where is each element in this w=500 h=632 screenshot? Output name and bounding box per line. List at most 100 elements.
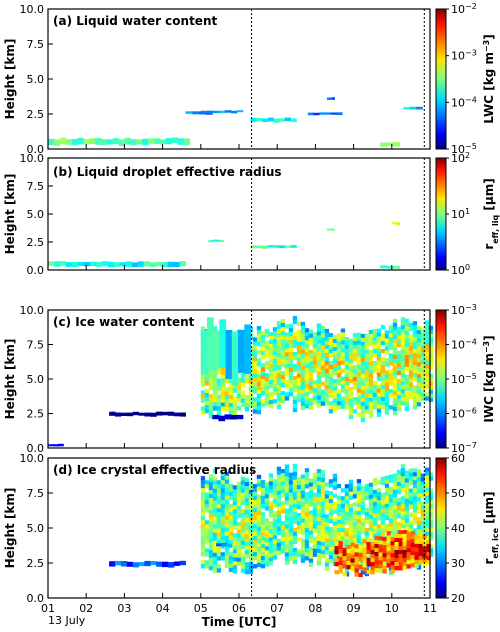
panel-c-cell [404,406,410,411]
panel-c-cell [200,374,206,379]
panel-d-cell [424,507,430,512]
panel-c-cell [276,389,282,394]
panel-c-cell [400,321,406,326]
panel-c-cell [316,371,322,376]
panel-d-cell [276,518,282,523]
panel-d-cell [332,509,338,514]
panel-a-cell [89,138,96,145]
panel-c-cell [424,348,430,353]
panel-d-cell [386,543,391,548]
panel-d-cell [324,522,330,527]
panel-c-cell [416,386,422,391]
panel-c-cell [272,331,278,336]
panel-a-cell [279,118,286,122]
panel-d-cell [292,499,298,505]
panel-d-cell [362,551,367,556]
panel-d-cell [252,496,258,501]
panel-d-cell [220,492,226,497]
panel-d-cell [386,559,391,564]
panel-c-cell [264,333,270,338]
panel-d-cell [312,476,318,481]
panel-d-cell [308,558,314,563]
panel-d-ytick-label: 0.0 [27,592,45,605]
panel-c-cell [416,394,422,399]
panel-d-cell [332,553,338,558]
panel-c-cell [352,341,358,346]
panel-d-cell [390,533,395,538]
panel-c-cell [428,329,434,335]
panel-d-cell [412,492,418,497]
panel-d-cell [228,511,234,517]
panel-c-cell [312,348,318,353]
panel-d-cell [384,479,390,484]
panel-d-cell [256,558,262,564]
panel-c-cell [412,337,418,342]
panel-c-cell [280,383,286,388]
panel-c-cell [380,348,386,354]
panel-d-cell [346,541,351,546]
panel-c-cell [392,330,398,336]
panel-c-cell [212,386,218,391]
panel-d-cell [204,504,210,509]
panel-c-cell [416,398,422,403]
panel-d-cell [336,511,342,517]
panel-d-cell [224,523,230,528]
panel-d-cell [338,557,343,562]
panel-d-cell [260,560,266,565]
panel-c-cell [304,376,310,381]
panel-c-cell [364,361,370,366]
panel-d-cell [362,559,367,564]
panel-c-cell [304,344,310,349]
panel-c-cell [300,385,306,391]
panel-c-cell [288,356,294,361]
panel-c-cell [376,336,382,341]
panel-c-cell [384,382,390,387]
panel-c-cell [392,398,398,404]
panel-d-colorbar [435,457,447,599]
panel-c-cell [320,333,326,338]
panel-d-cell [272,547,278,552]
panel-d-cell [346,557,351,562]
panel-d-cell [396,470,402,475]
panel-c-cell [368,389,374,395]
panel-b: (b) Liquid droplet effective radius 0.02… [3,151,500,278]
panel-d-cell [264,558,270,563]
panel-a-cell [332,97,335,100]
panel-d-cell [402,545,407,551]
panel-c-cell [280,347,286,352]
panel-d-cell [308,526,314,531]
panel-d-cell [236,497,242,503]
panel-c-cell [220,370,226,375]
panel-d-cell [358,564,363,570]
panel-d-cell [392,485,398,490]
panel-c-cell [252,365,258,370]
panel-c-cell [428,357,434,363]
panel-d-cbar-tick-label: 20 [451,592,465,605]
panel-c-cell [204,397,210,402]
panel-c-cell [364,401,370,406]
panel-c-cell [328,365,334,370]
panel-c-cell [252,401,258,406]
panel-c-cell [220,398,226,403]
panel-d-cell [402,565,407,571]
panel-d-cell [324,562,330,567]
panel-c-cell [292,407,298,413]
panel-d-cell [304,524,310,529]
panel-d-cell [292,547,298,553]
panel-c-cell [404,374,410,379]
panel-c-cell [396,378,402,384]
panel-c-cell [352,397,358,402]
panel-c-cell [292,351,298,357]
panel-c-cell [360,337,366,343]
panel-c-cell [280,379,286,384]
panel-d-cell [316,497,322,502]
panel-c-cell [396,334,402,340]
panel-d-cell [404,490,410,495]
panel-c-cell [200,382,206,387]
panel-d-cell [392,529,398,534]
panel-c-cell [404,358,410,363]
panel-d-cell [224,491,230,496]
panel-d-cell [296,513,302,518]
panel-c-cell [272,355,278,360]
panel-d-cell [378,556,383,561]
